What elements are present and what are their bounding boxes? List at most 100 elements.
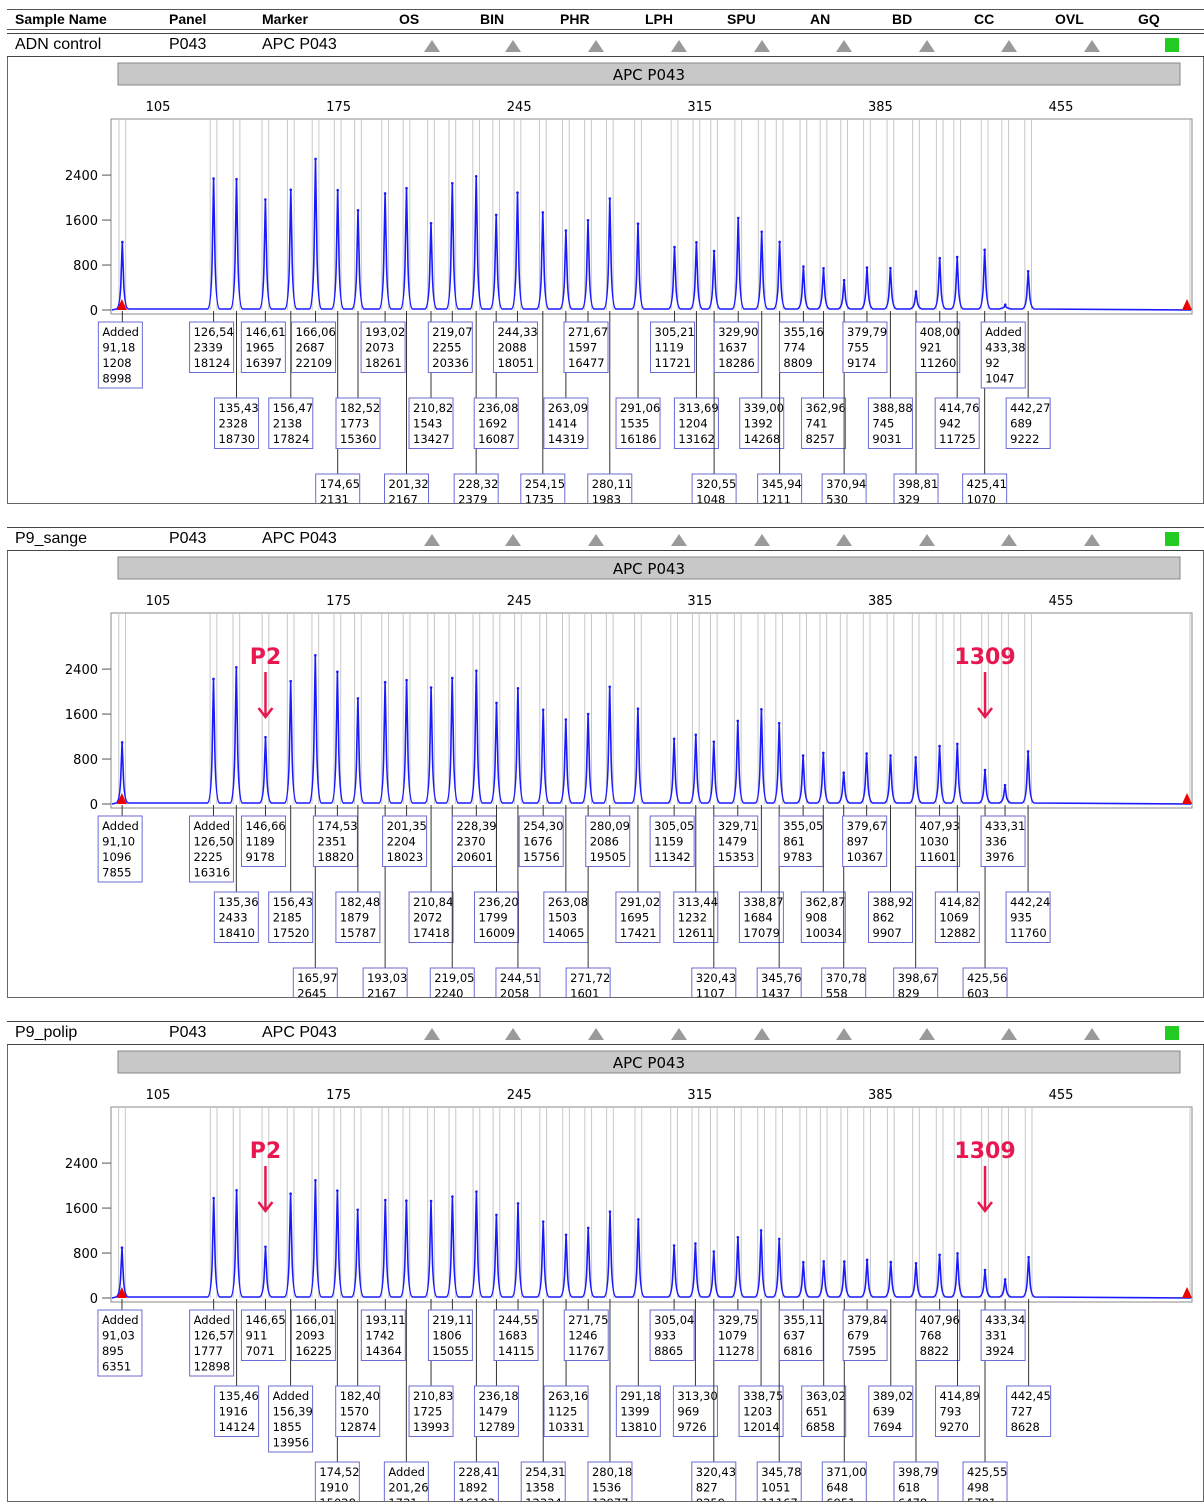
col-spu[interactable]: SPU: [727, 11, 756, 27]
peak-point[interactable]: [384, 1198, 387, 1202]
peak-point[interactable]: [1003, 303, 1007, 307]
peak-point[interactable]: [586, 712, 590, 716]
peak-point[interactable]: [672, 1244, 676, 1247]
peak-point[interactable]: [235, 177, 238, 181]
peak-point[interactable]: [356, 209, 360, 212]
peak-point[interactable]: [495, 1213, 498, 1217]
peak-label-box[interactable]: 345,76143715418: [756, 967, 802, 1019]
peak-point[interactable]: [516, 191, 519, 194]
peak-point[interactable]: [586, 1226, 590, 1230]
peak-point[interactable]: [801, 1260, 805, 1264]
peak-point[interactable]: [405, 186, 408, 190]
peak-point[interactable]: [314, 157, 317, 161]
electropherogram-plot[interactable]: APC P043 105 175 245 315 385 455 2400 1600 800 0 Ad…: [8, 1045, 1203, 1506]
peak-point[interactable]: [938, 1253, 941, 1257]
peak-point[interactable]: [314, 654, 317, 657]
peak-point[interactable]: [429, 686, 433, 689]
col-os[interactable]: OS: [399, 11, 420, 27]
col-marker[interactable]: Marker: [262, 11, 308, 27]
peak-point[interactable]: [541, 708, 545, 712]
peak-point[interactable]: [264, 198, 267, 201]
col-cc[interactable]: CC: [974, 11, 995, 27]
peak-point[interactable]: [586, 218, 590, 222]
peak-point[interactable]: [802, 265, 805, 268]
peak-label-box[interactable]: 201,32216718979: [384, 473, 430, 525]
peak-point[interactable]: [450, 676, 454, 680]
peak-point[interactable]: [235, 1189, 238, 1192]
peak-point[interactable]: [938, 744, 941, 748]
peak-point[interactable]: [383, 192, 387, 195]
sample-row[interactable]: P9_sange P043 APC P043: [7, 527, 1204, 551]
peak-point[interactable]: [636, 222, 640, 226]
peak-point[interactable]: [405, 1199, 408, 1203]
peak-label-box[interactable]: 345,94121113528: [757, 473, 803, 525]
peak-label-box[interactable]: 165,97264520910: [292, 967, 338, 1019]
peak-point[interactable]: [1003, 1278, 1007, 1281]
peak-label-box[interactable]: 254,31 135812334: [520, 1461, 566, 1506]
peak-point[interactable]: [956, 1252, 959, 1255]
peak-point[interactable]: [564, 229, 568, 232]
col-lph[interactable]: LPH: [645, 11, 673, 27]
peak-point[interactable]: [541, 211, 545, 214]
peak-point[interactable]: [429, 1199, 433, 1203]
peak-point[interactable]: [983, 1268, 987, 1272]
peak-point[interactable]: [889, 1260, 893, 1264]
peak-point[interactable]: [842, 1260, 846, 1263]
peak-label-box[interactable]: 254,15173517284: [520, 473, 566, 525]
peak-point[interactable]: [695, 241, 698, 244]
peak-point[interactable]: [636, 707, 640, 711]
col-bd[interactable]: BD: [892, 11, 913, 27]
peak-point[interactable]: [822, 751, 825, 755]
peak-point[interactable]: [541, 1220, 545, 1223]
peak-point[interactable]: [494, 213, 498, 217]
peak-point[interactable]: [495, 701, 498, 705]
electropherogram-plot[interactable]: APC P043 105 175 245 315 385 455 2400 1600 800 0 Ad…: [8, 551, 1203, 1019]
peak-label-box[interactable]: 280,11198320173: [587, 473, 633, 525]
peak-label-box[interactable]: 425,55 4985701: [962, 1461, 1008, 1506]
electropherogram-plot[interactable]: APC P043 105 175 245 315 385 455 2400 1600 800 0 Ad…: [8, 57, 1203, 525]
peak-label-box[interactable]: 425,41107013617: [962, 473, 1008, 525]
peak-point[interactable]: [983, 248, 986, 252]
peak-point[interactable]: [1003, 783, 1007, 787]
peak-point[interactable]: [314, 1179, 317, 1182]
peak-point[interactable]: [637, 1218, 640, 1221]
